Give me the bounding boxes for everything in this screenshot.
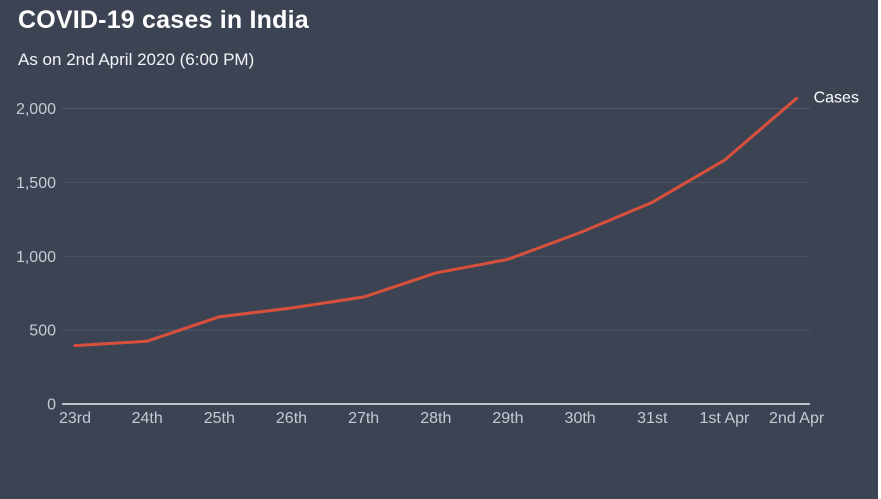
- x-tick-label: 29th: [492, 410, 523, 427]
- x-tick-label: 1st Apr: [700, 410, 750, 427]
- y-tick-label: 500: [29, 323, 56, 340]
- y-tick-label: 2,000: [16, 101, 56, 118]
- cases-line: [73, 96, 799, 348]
- window-edge: [878, 0, 881, 499]
- y-tick-label: 1,500: [16, 175, 56, 192]
- x-tick-label: 28th: [420, 410, 451, 427]
- x-tick-label: 23rd: [59, 410, 91, 427]
- chart-title: COVID-19 cases in India: [18, 6, 309, 34]
- x-tick-label: 26th: [276, 410, 307, 427]
- x-tick-label: 24th: [132, 410, 163, 427]
- x-tick-label: 30th: [565, 410, 596, 427]
- chart-subtitle: As on 2nd April 2020 (6:00 PM): [18, 50, 255, 69]
- x-tick-label: 27th: [348, 410, 379, 427]
- x-tick-label: 31st: [637, 410, 668, 427]
- y-tick-label: 0: [47, 397, 56, 414]
- series-label: Cases: [814, 89, 859, 106]
- x-tick-label: 2nd Apr: [769, 410, 825, 427]
- y-tick-label: 1,000: [16, 249, 56, 266]
- x-tick-label: 25th: [204, 410, 235, 427]
